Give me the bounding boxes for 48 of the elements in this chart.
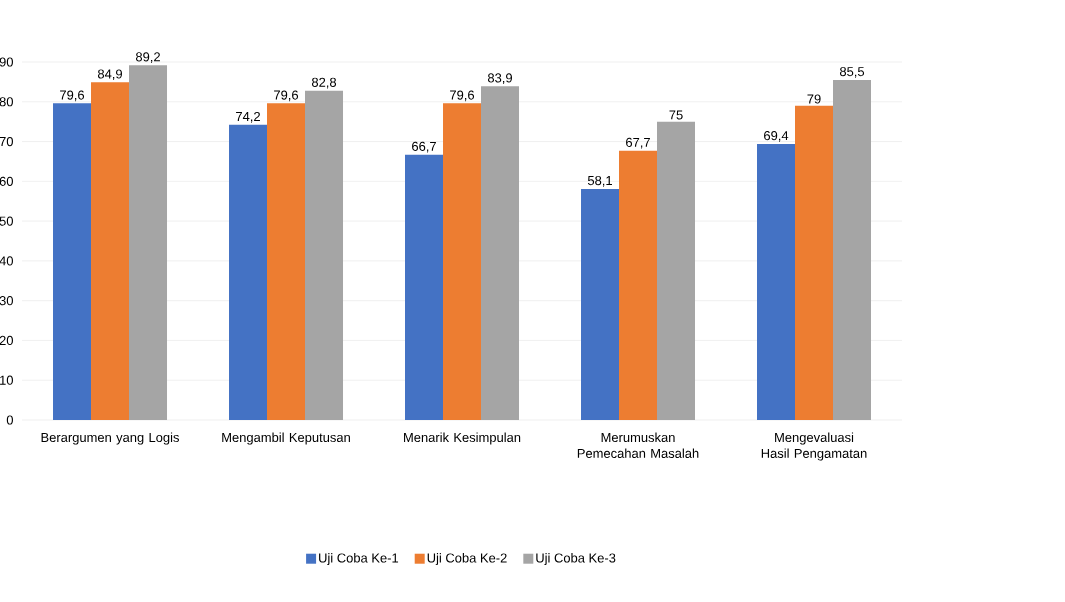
data-label: 75 <box>669 110 683 120</box>
data-label: 66,7 <box>412 141 436 153</box>
y-tick-label: 60 <box>0 176 13 186</box>
x-tick-label: Berargumen yang Logis <box>41 432 179 445</box>
data-label: 67,7 <box>626 137 650 149</box>
data-label: 82,8 <box>311 77 337 89</box>
data-label: 79,6 <box>450 90 475 102</box>
y-tick-label: 40 <box>0 256 13 266</box>
data-label: 84,9 <box>97 69 122 81</box>
data-label: 79,6 <box>274 90 299 102</box>
bar <box>619 150 658 420</box>
x-tick-label: Merumuskan Pemecahan Masalah <box>577 432 699 458</box>
bar <box>405 154 444 420</box>
bar <box>443 103 482 420</box>
bar <box>757 143 796 420</box>
data-label: 69,4 <box>764 131 789 142</box>
data-label: 89,2 <box>135 52 160 63</box>
bar <box>129 65 168 420</box>
bar <box>305 90 344 420</box>
bar <box>581 188 620 420</box>
legend-label: Uji Coba Ke-3 <box>536 553 616 566</box>
bar <box>229 124 268 420</box>
legend-label: Uji Coba Ke-1 <box>319 553 399 566</box>
bar <box>833 79 872 420</box>
y-tick-label: 90 <box>0 57 13 67</box>
y-tick-label: 70 <box>0 136 13 147</box>
x-tick-label: Menarik Kesimpulan <box>404 432 521 445</box>
data-label: 58,1 <box>587 175 612 187</box>
y-tick-label: 30 <box>0 296 13 306</box>
y-tick-label: 80 <box>0 97 13 107</box>
y-tick-label: 20 <box>0 335 13 346</box>
bar <box>657 121 696 420</box>
y-tick-label: 10 <box>0 375 13 385</box>
bar <box>91 82 130 420</box>
y-tick-label: 50 <box>0 216 13 226</box>
data-label: 83,9 <box>487 73 512 85</box>
bar <box>53 103 92 420</box>
x-tick-label: Mengevaluasi Hasil Pengamatan <box>761 432 867 461</box>
x-tick-label: Mengambil Keputusan <box>222 432 350 445</box>
legend-label: Uji Coba Ke-2 <box>427 553 507 566</box>
data-label: 74,2 <box>236 111 260 123</box>
data-label: 79,6 <box>60 90 85 102</box>
data-label: 79 <box>807 94 821 104</box>
data-label: 85,5 <box>839 66 865 78</box>
y-tick-label: 0 <box>6 415 13 425</box>
bar <box>481 86 520 420</box>
bar <box>795 105 834 420</box>
bar <box>267 103 306 420</box>
